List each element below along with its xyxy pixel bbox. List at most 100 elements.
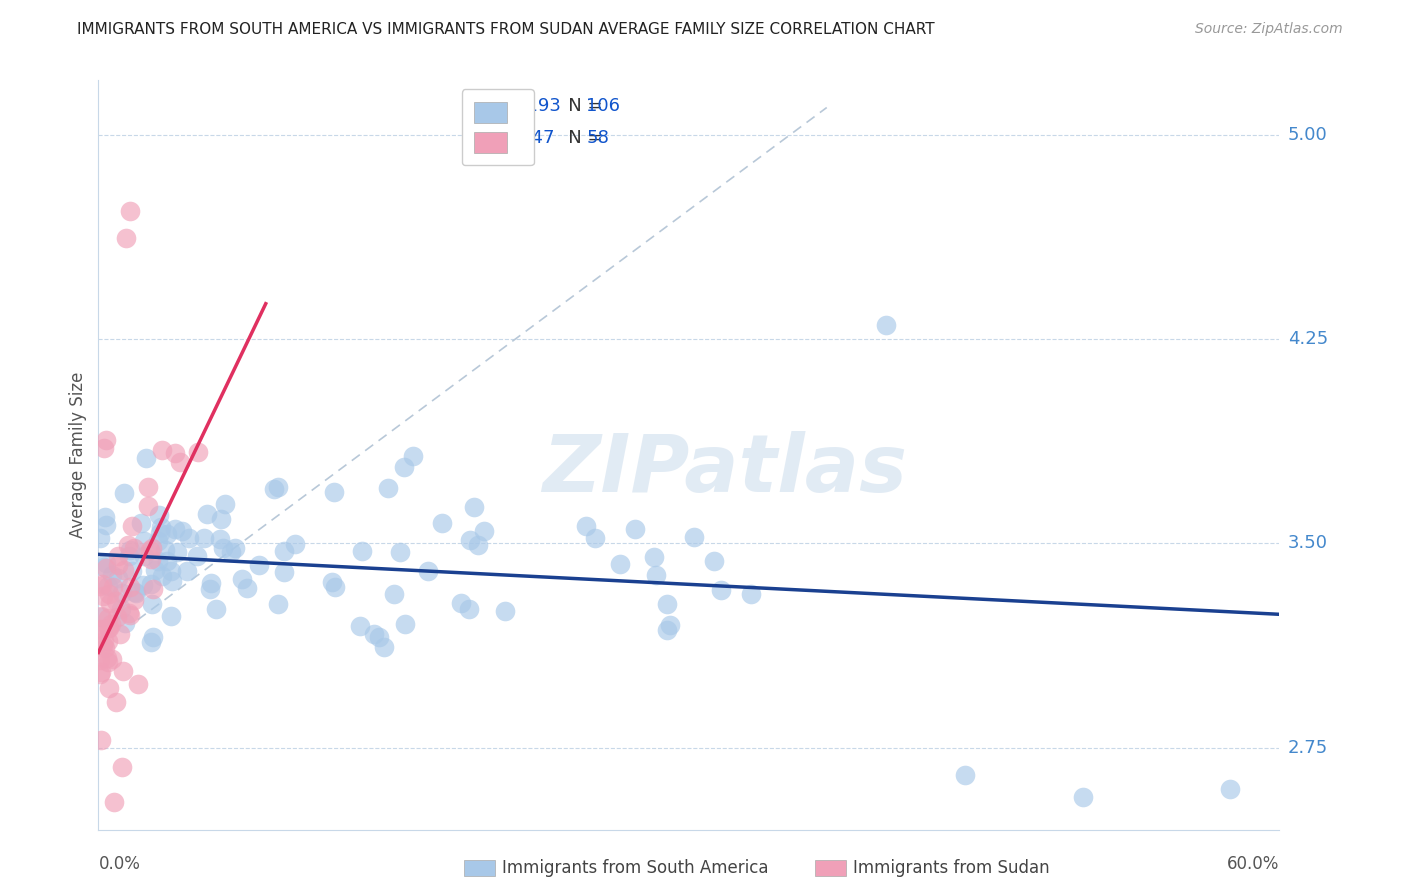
Point (89, 653, 111, 667)
Point (457, 602, 479, 616)
Point (418, 564, 440, 578)
Point (121, 519, 143, 533)
Point (382, 587, 405, 601)
Point (98, 597, 121, 611)
Point (160, 609, 183, 624)
Text: 2.75: 2.75 (1288, 739, 1329, 756)
Point (142, 630, 165, 644)
Point (105, 695, 128, 709)
Point (115, 231, 138, 245)
Point (150, 569, 173, 583)
Point (236, 581, 259, 595)
Y-axis label: Average Family Size: Average Family Size (69, 372, 87, 538)
Point (141, 541, 163, 555)
Point (394, 617, 416, 632)
Text: R =: R = (471, 129, 509, 147)
Point (112, 486, 135, 500)
Point (89, 623, 111, 637)
Text: ZIPatlas: ZIPatlas (541, 431, 907, 509)
Point (96, 651, 118, 665)
Point (645, 567, 668, 582)
Point (127, 677, 149, 691)
Point (118, 607, 141, 622)
Point (143, 563, 166, 577)
Point (740, 586, 762, 600)
Point (118, 549, 141, 564)
Point (89, 531, 111, 545)
Point (682, 530, 704, 544)
Point (142, 582, 165, 596)
Point (132, 533, 155, 548)
Point (494, 604, 516, 618)
Point (122, 541, 145, 555)
Point (388, 545, 411, 559)
Point (156, 527, 179, 541)
Point (221, 545, 243, 559)
Point (458, 533, 481, 548)
Point (150, 520, 173, 534)
Point (129, 516, 152, 530)
Point (657, 598, 679, 612)
Point (363, 627, 385, 641)
Point (624, 522, 647, 536)
Point (575, 519, 598, 533)
Point (231, 572, 253, 586)
Point (153, 542, 176, 557)
Point (166, 544, 188, 558)
Point (323, 580, 346, 594)
Point (104, 594, 127, 608)
Point (90, 665, 112, 680)
Point (273, 566, 295, 580)
Point (1071, 789, 1094, 804)
Point (117, 538, 139, 552)
Point (122, 592, 145, 607)
Point (368, 630, 391, 644)
Point (224, 541, 246, 556)
Point (141, 597, 163, 611)
Point (93, 633, 115, 648)
Point (118, 580, 141, 594)
Point (643, 550, 665, 565)
Point (134, 549, 156, 563)
Point (101, 568, 124, 582)
Text: N =: N = (551, 96, 607, 115)
Legend: , : , (461, 89, 534, 165)
Text: 0.547: 0.547 (503, 129, 555, 147)
Point (472, 524, 495, 539)
Point (118, 607, 141, 621)
Point (118, 204, 141, 219)
Point (402, 450, 425, 464)
Point (98, 681, 121, 695)
Point (97, 611, 120, 625)
Point (377, 481, 399, 495)
Point (139, 577, 162, 591)
Point (200, 575, 222, 590)
Point (136, 480, 159, 494)
Point (193, 532, 215, 546)
Point (132, 578, 155, 592)
Point (658, 617, 681, 632)
Point (163, 522, 186, 536)
Point (107, 571, 129, 585)
Point (112, 563, 135, 577)
Text: IMMIGRANTS FROM SOUTH AMERICA VS IMMIGRANTS FROM SUDAN AVERAGE FAMILY SIZE CORRE: IMMIGRANTS FROM SOUTH AMERICA VS IMMIGRA… (77, 22, 935, 37)
Text: Immigrants from Sudan: Immigrants from Sudan (853, 859, 1050, 877)
Point (89, 579, 111, 593)
Point (263, 482, 285, 496)
Point (89, 666, 111, 681)
Point (94, 509, 117, 524)
Point (111, 664, 134, 678)
Text: 4.25: 4.25 (1288, 330, 1329, 348)
Point (953, 768, 976, 782)
Point (90, 732, 112, 747)
Point (148, 508, 170, 523)
Point (463, 500, 485, 514)
Point (209, 512, 232, 526)
Point (467, 538, 489, 552)
Point (124, 585, 146, 599)
Point (97, 655, 120, 669)
Text: -0.193: -0.193 (503, 96, 561, 115)
Point (110, 602, 132, 616)
Point (200, 582, 222, 597)
Point (97, 621, 120, 635)
